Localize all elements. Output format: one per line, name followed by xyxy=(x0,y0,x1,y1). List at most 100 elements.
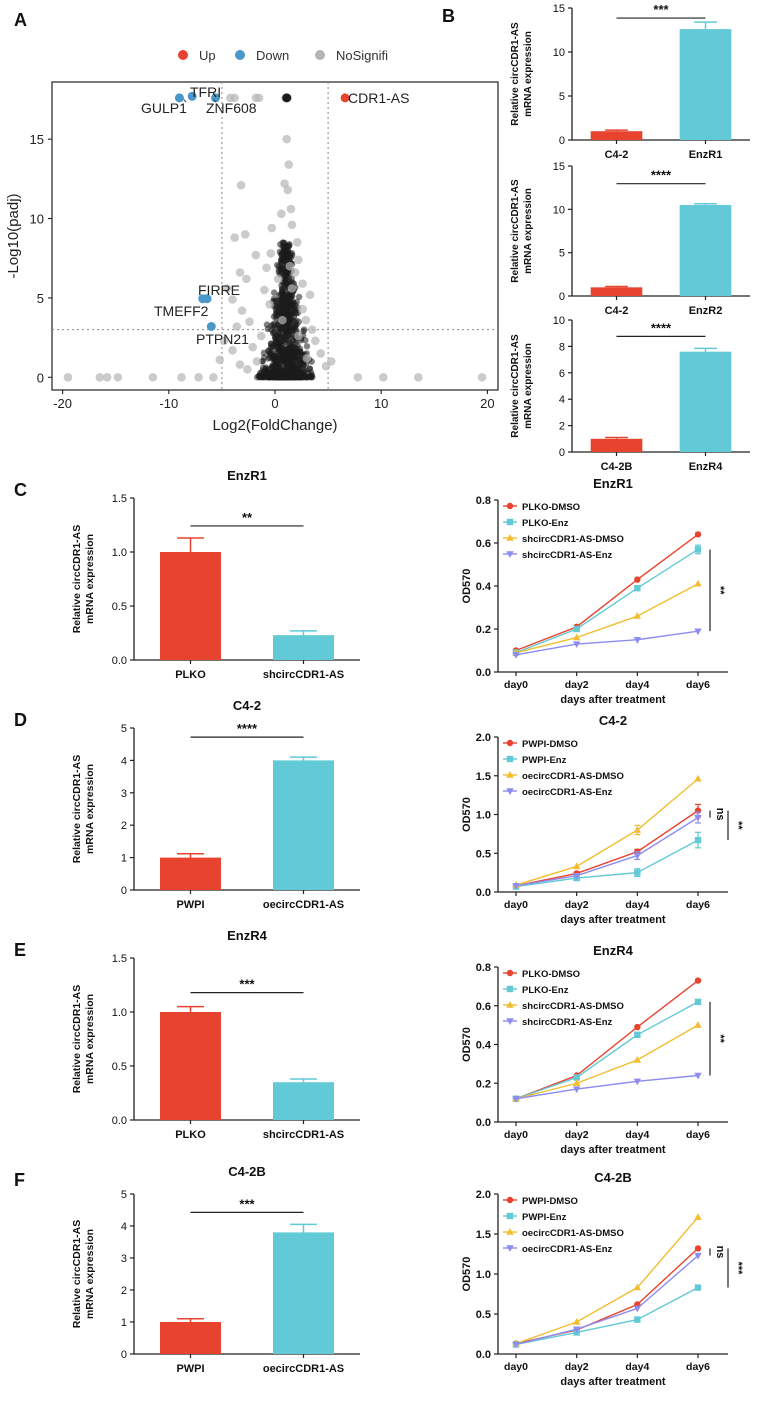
y-tick-label: 0.4 xyxy=(476,1040,492,1052)
x-tick-label: day4 xyxy=(625,679,649,691)
y-tick-label: 0.6 xyxy=(476,1001,491,1013)
point-nosig-dense xyxy=(297,348,304,355)
y-tick-label: 0.5 xyxy=(476,848,491,860)
y-axis-label: OD570 xyxy=(461,797,473,832)
y-tick-label: 1.0 xyxy=(112,1007,127,1019)
point-nosig-dense xyxy=(282,271,289,279)
point-nosig xyxy=(228,346,237,355)
point-nosig xyxy=(301,315,311,325)
point-down xyxy=(211,93,221,103)
bar-chart-F-bar: 0 1 2 3 4 5 PWPI oecircCDR1-AS *** Relative circC… xyxy=(71,1164,360,1375)
point-nosig xyxy=(266,249,276,258)
point-marker xyxy=(694,1245,702,1252)
point-nosig xyxy=(287,284,297,293)
y-tick-label: 5 xyxy=(121,723,127,735)
point-nosig xyxy=(209,372,218,382)
point-nosig xyxy=(235,268,245,277)
point-nosig xyxy=(219,336,229,346)
x-tick-label: -10 xyxy=(159,396,178,411)
point-marker xyxy=(694,628,702,636)
point-marker xyxy=(572,641,581,649)
point-marker xyxy=(694,1284,702,1291)
y-axis-label: Relative circCDR1-ASmRNA expression xyxy=(71,755,96,864)
point-marker xyxy=(506,739,514,747)
series-line xyxy=(515,1024,699,1100)
point-marker xyxy=(572,1086,581,1094)
category-label: oecircCDR1-AS xyxy=(263,1363,344,1375)
series-line xyxy=(515,583,699,654)
point-marker xyxy=(572,1318,581,1325)
point-marker xyxy=(512,1096,520,1103)
series-line xyxy=(515,533,699,652)
legend-entry: PWPI-DMSO xyxy=(522,739,578,750)
point-nosig xyxy=(242,274,251,284)
legend-entry: PWPI-Enz xyxy=(522,1212,567,1223)
point-nosig xyxy=(148,372,158,382)
point-nosig xyxy=(302,353,312,363)
series-line xyxy=(515,778,699,886)
legend-entry: oecircCDR1-AS-Enz xyxy=(522,1244,613,1255)
legend-marker xyxy=(235,50,245,60)
y-tick-label: 15 xyxy=(553,3,565,15)
point-down xyxy=(187,91,197,101)
point-nosig-dense xyxy=(265,348,272,355)
chart-title: EnzR4 xyxy=(593,943,634,958)
series-line xyxy=(515,1286,699,1346)
category-label: oecircCDR1-AS xyxy=(263,899,344,911)
point-marker xyxy=(506,502,514,510)
point-marker xyxy=(506,755,514,763)
point-nosig xyxy=(252,357,262,366)
point-marker xyxy=(694,1072,702,1080)
chart-title: C4-2 xyxy=(599,713,627,728)
bar-chart-B3: 0 2 4 6 8 10 C4-2B EnzR4 **** Relative circCDR1-A… xyxy=(510,315,750,473)
category-label: C4-2 xyxy=(605,149,629,161)
y-tick-label: 0.0 xyxy=(476,667,491,679)
chart-title: EnzR4 xyxy=(227,928,268,943)
point-down xyxy=(206,321,216,331)
y-tick-label: 5 xyxy=(559,91,565,103)
category-label: PWPI xyxy=(176,1363,204,1375)
y-axis-label-line: mRNA expression xyxy=(84,1229,96,1319)
point-nosig-dense xyxy=(263,321,271,328)
series-line xyxy=(515,810,699,887)
y-tick-label: 10 xyxy=(553,315,565,327)
x-tick-label: day6 xyxy=(686,1361,710,1373)
legend-entry: shcircCDR1-AS-Enz xyxy=(522,1017,613,1028)
category-label: PLKO xyxy=(175,669,206,681)
y-axis-label-line: Relative circCDR1-AS xyxy=(510,22,521,126)
point-nosig-dense xyxy=(261,354,268,361)
point-nosig-dense xyxy=(289,310,296,317)
bar xyxy=(590,287,643,296)
legend-entry: PLKO-DMSO xyxy=(522,969,580,980)
point-nosig-dense xyxy=(279,239,286,246)
point-nosig xyxy=(294,255,303,265)
point-marker xyxy=(506,1212,514,1220)
x-axis-label: days after treatment xyxy=(560,694,665,706)
y-tick-label: 4 xyxy=(559,394,565,406)
panel-letter: D xyxy=(14,710,27,730)
series-line xyxy=(515,1216,699,1345)
bar xyxy=(272,635,335,660)
y-tick-label: 4 xyxy=(121,1221,127,1233)
y-axis-label-line: mRNA expression xyxy=(84,764,96,854)
y-tick-label: 1 xyxy=(121,1317,127,1329)
bar xyxy=(679,351,732,452)
point-marker xyxy=(694,998,702,1006)
y-tick-label: 0.0 xyxy=(112,655,127,667)
gene-label: FIRRE xyxy=(198,282,240,298)
panel-letter: C xyxy=(14,480,27,500)
legend-entry: shcircCDR1-AS-Enz xyxy=(522,550,613,561)
legend-entry: PLKO-Enz xyxy=(522,518,569,529)
point-marker xyxy=(694,531,702,538)
y-tick-label: 10 xyxy=(553,47,565,59)
chart-title: EnzR1 xyxy=(593,476,633,491)
point-nosig-dense xyxy=(275,374,282,381)
legend-entry: oecircCDR1-AS-Enz xyxy=(522,787,613,798)
x-tick-label: 0 xyxy=(271,396,278,411)
y-tick-label: 6 xyxy=(559,368,565,380)
x-tick-label: day4 xyxy=(625,1361,649,1373)
point-nosig xyxy=(256,331,266,341)
point-marker xyxy=(694,1252,702,1260)
point-nosig-dense xyxy=(299,372,306,379)
